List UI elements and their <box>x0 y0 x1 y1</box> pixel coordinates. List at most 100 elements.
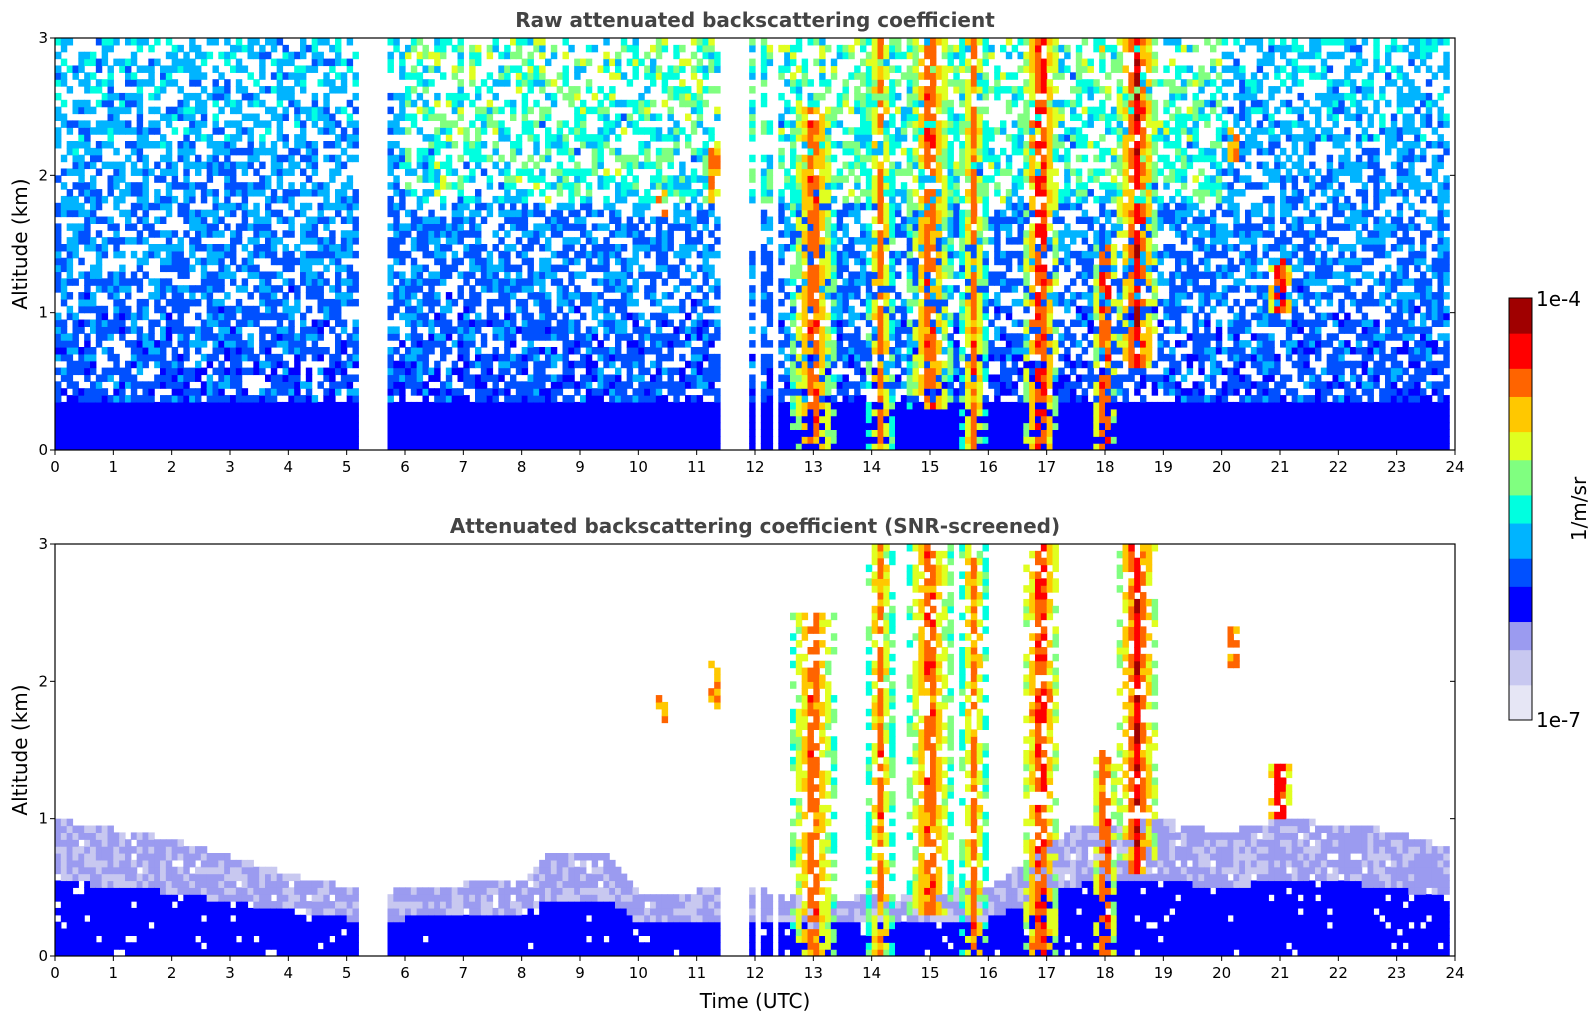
heatmap-cell <box>632 298 639 307</box>
heatmap-cell <box>836 429 844 437</box>
heatmap-cell <box>60 168 68 176</box>
heatmap-cell <box>200 58 208 67</box>
heatmap-cell <box>504 367 511 376</box>
heatmap-cell <box>282 415 289 424</box>
heatmap-cell <box>206 168 214 176</box>
heatmap-cell <box>650 182 657 190</box>
heatmap-cell <box>708 305 715 314</box>
heatmap-cell <box>206 278 214 286</box>
heatmap-cell <box>690 367 698 376</box>
heatmap-cell <box>574 161 581 170</box>
heatmap-cell <box>405 374 412 382</box>
heatmap-cell <box>585 367 593 376</box>
heatmap-cell <box>480 422 488 430</box>
heatmap-cell <box>311 353 319 362</box>
heatmap-cell <box>410 305 418 314</box>
heatmap-cell <box>282 422 289 430</box>
heatmap-cell <box>230 429 237 437</box>
heatmap-cell <box>107 182 114 190</box>
heatmap-cell <box>603 319 610 327</box>
heatmap-cell <box>813 388 820 396</box>
heatmap-cell <box>399 436 406 444</box>
heatmap-cell <box>836 44 844 53</box>
heatmap-cell <box>212 86 219 94</box>
heatmap-cell <box>626 257 634 266</box>
heatmap-cell <box>504 189 511 197</box>
heatmap-cell <box>539 326 546 334</box>
heatmap-cell <box>679 168 686 176</box>
heatmap-cell <box>568 395 575 403</box>
heatmap-cell <box>574 147 581 156</box>
heatmap-cell <box>428 278 435 286</box>
heatmap-cell <box>515 38 523 46</box>
heatmap-cell <box>142 422 149 430</box>
heatmap-cell <box>405 86 412 94</box>
heatmap-cell <box>825 134 832 142</box>
heatmap-cell <box>399 147 406 156</box>
heatmap-cell <box>95 305 103 314</box>
heatmap-cell <box>527 58 534 67</box>
heatmap-cell <box>247 161 254 170</box>
heatmap-cell <box>90 388 97 396</box>
heatmap-cell <box>195 312 202 321</box>
heatmap-cell <box>760 360 768 369</box>
heatmap-cell <box>177 422 184 430</box>
heatmap-cell <box>760 436 768 444</box>
heatmap-cell <box>615 195 622 204</box>
heatmap-cell <box>218 436 225 444</box>
heatmap-cell <box>679 415 686 424</box>
heatmap-cell <box>171 44 179 53</box>
heatmap-cell <box>445 408 453 417</box>
heatmap-cell <box>603 257 610 266</box>
heatmap-cell <box>410 408 418 417</box>
heatmap-cell <box>510 195 517 204</box>
heatmap-cell <box>212 127 219 135</box>
heatmap-cell <box>615 189 622 197</box>
heatmap-cell <box>807 422 814 430</box>
heatmap-cell <box>492 127 499 135</box>
heatmap-cell <box>113 436 120 444</box>
heatmap-cell <box>410 86 418 94</box>
heatmap-cell <box>265 360 272 369</box>
heatmap-cell <box>562 367 569 376</box>
heatmap-cell <box>55 223 62 231</box>
heatmap-cell <box>142 381 149 389</box>
heatmap-cell <box>644 113 651 121</box>
heatmap-cell <box>638 415 645 424</box>
heatmap-cell <box>585 436 593 444</box>
heatmap-cell <box>212 422 219 430</box>
heatmap-cell <box>142 436 149 444</box>
heatmap-cell <box>766 443 774 450</box>
heatmap-cell <box>515 353 523 362</box>
heatmap-cell <box>825 141 832 149</box>
heatmap-cell <box>66 250 74 259</box>
heatmap-cell <box>66 333 74 341</box>
heatmap-cell <box>533 72 540 80</box>
heatmap-cell <box>142 161 149 170</box>
heatmap-cell <box>387 436 394 444</box>
heatmap-cell <box>568 443 575 450</box>
heatmap-cell <box>702 443 709 450</box>
heatmap-cell <box>352 374 359 382</box>
heatmap-cell <box>825 381 832 389</box>
heatmap-cell <box>410 38 418 46</box>
heatmap-cell <box>463 422 470 430</box>
heatmap-cell <box>533 182 540 190</box>
heatmap-cell <box>66 189 74 197</box>
heatmap-cell <box>346 237 354 245</box>
heatmap-cell <box>72 168 79 176</box>
heatmap-cell <box>609 127 616 135</box>
heatmap-cell <box>457 209 464 218</box>
heatmap-cell <box>66 38 74 46</box>
heatmap-cell <box>165 195 173 204</box>
heatmap-cell <box>702 250 709 259</box>
heatmap-cell <box>428 230 435 238</box>
heatmap-cell <box>620 264 628 273</box>
heatmap-cell <box>632 401 639 410</box>
heatmap-cell <box>825 285 832 293</box>
heatmap-cell <box>527 401 534 410</box>
heatmap-cell <box>113 292 120 300</box>
heatmap-cell <box>609 388 616 396</box>
heatmap-cell <box>655 230 663 238</box>
heatmap-cell <box>749 374 756 382</box>
